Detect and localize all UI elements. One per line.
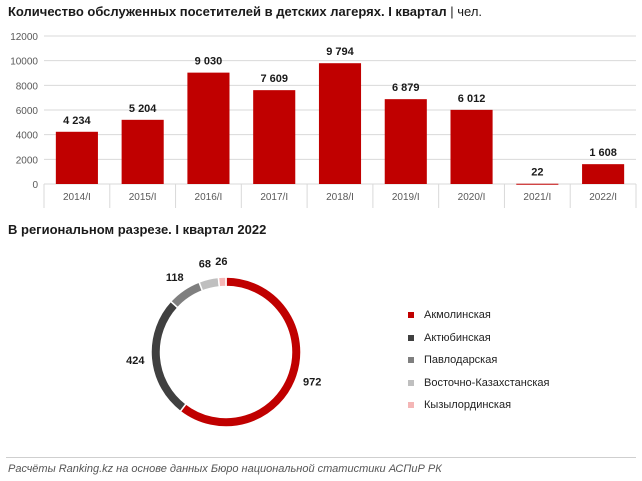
bar-value-label: 5 204 <box>129 103 157 115</box>
legend-label: Павлодарская <box>424 354 498 367</box>
bar <box>450 109 493 184</box>
legend-swatch <box>408 334 414 341</box>
unit-label: чел. <box>457 4 483 19</box>
slice-value-label: 26 <box>215 256 227 268</box>
legend-swatch <box>408 312 414 319</box>
y-tick-label: 10000 <box>10 57 38 68</box>
bar <box>516 183 559 185</box>
chart-title-text: Количество обслуженных посетителей в дет… <box>8 4 447 19</box>
y-tick-label: 4000 <box>16 131 39 142</box>
bar <box>121 119 164 184</box>
bar-value-label: 9 794 <box>326 46 354 58</box>
y-tick-label: 2000 <box>16 155 39 166</box>
donut-slice <box>179 276 302 428</box>
x-tick-label: 2019/I <box>392 192 420 203</box>
y-tick-label: 6000 <box>16 106 39 117</box>
x-tick-label: 2022/I <box>589 192 617 203</box>
bar <box>384 99 427 184</box>
bar-value-label: 22 <box>531 167 543 179</box>
legend-item: Павлодарская <box>408 349 636 372</box>
bar-chart: 0 2000 4000 6000 8000 10000 12000 4 234 2014/I 5 … <box>10 32 637 208</box>
legend-label: Актюбинская <box>424 331 491 344</box>
legend-label: Кызылординская <box>424 399 512 412</box>
bar <box>55 131 98 184</box>
donut-slice <box>198 276 221 292</box>
legend-item: Актюбинская <box>408 327 636 350</box>
section-title: В региональном разрезе. I квартал 2022 <box>8 222 267 237</box>
bar-value-label: 7 609 <box>260 73 288 85</box>
y-tick-label: 8000 <box>16 81 39 92</box>
bar <box>318 63 362 184</box>
bar-value-label: 4 234 <box>63 115 91 127</box>
x-tick-label: 2016/I <box>195 192 223 203</box>
donut-slice <box>169 281 204 309</box>
bar-value-label: 6 012 <box>458 93 486 105</box>
bar-value-label: 9 030 <box>195 56 223 68</box>
legend-swatch <box>408 357 414 364</box>
bar-value-label: 6 879 <box>392 82 420 94</box>
legend-swatch <box>408 402 414 409</box>
x-tick-label: 2015/I <box>129 192 157 203</box>
legend-label: Восточно-Казахстанская <box>424 376 550 389</box>
slice-value-label: 424 <box>126 355 145 367</box>
bar <box>253 90 296 184</box>
y-tick-label: 12000 <box>10 32 38 43</box>
x-tick-label: 2021/I <box>523 192 551 203</box>
y-tick-label: 0 <box>32 180 38 191</box>
bar <box>582 164 625 184</box>
slice-value-label: 972 <box>303 376 321 388</box>
chart-unit: | чел. <box>450 4 483 19</box>
bar <box>187 72 230 184</box>
donut-slice <box>217 276 227 288</box>
donut-slice <box>150 300 188 413</box>
chart-title: Количество обслуженных посетителей в дет… <box>8 4 482 19</box>
slice-value-label: 68 <box>199 258 211 270</box>
legend-item: Акмолинская <box>408 304 636 327</box>
bar-value-label: 1 608 <box>589 147 617 159</box>
x-tick-label: 2018/I <box>326 192 354 203</box>
x-tick-label: 2020/I <box>458 192 486 203</box>
slice-value-label: 118 <box>166 272 184 284</box>
legend-swatch <box>408 379 414 386</box>
legend-label: Акмолинская <box>424 309 491 322</box>
donut-legend: Акмолинская Актюбинская Павлодарская Восточ… <box>408 304 636 417</box>
legend-item: Восточно-Казахстанская <box>408 372 636 395</box>
legend-item: Кызылординская <box>408 394 636 417</box>
x-tick-label: 2017/I <box>260 192 288 203</box>
x-tick-label: 2014/I <box>63 192 91 203</box>
footer-divider <box>6 457 636 458</box>
source-note: Расчёты Ranking.kz на основе данных Бюро… <box>8 463 442 475</box>
